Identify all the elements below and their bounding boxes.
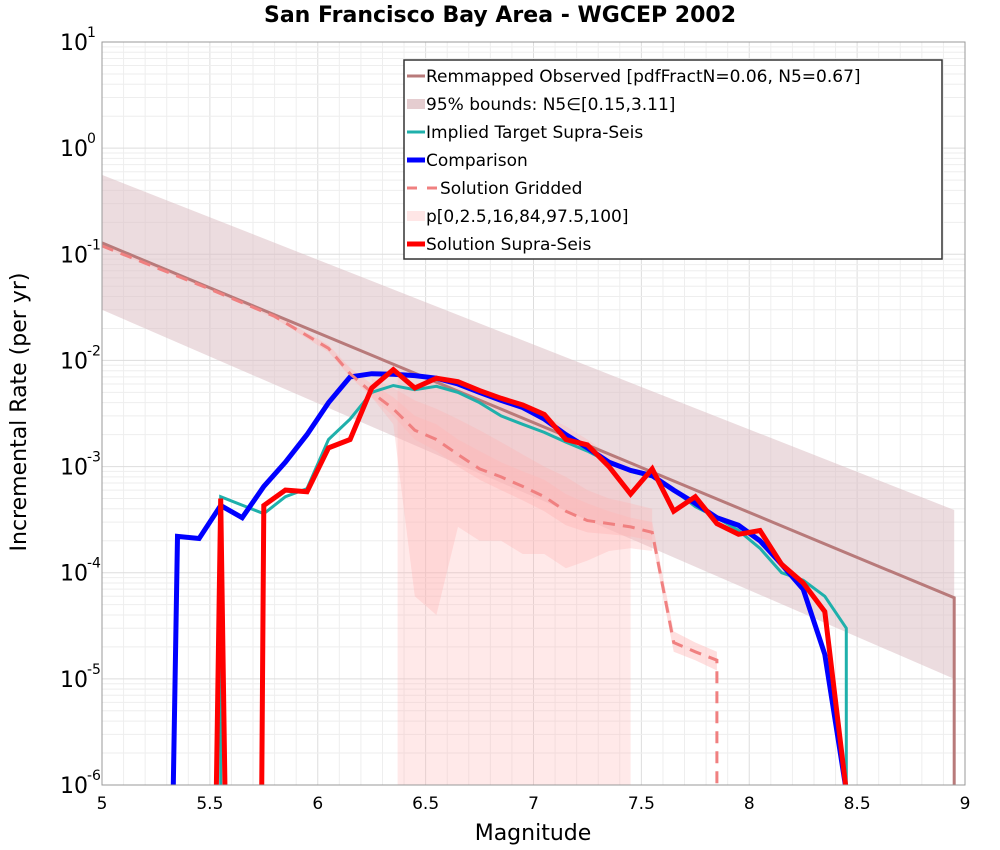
x-tick-label: 6 xyxy=(312,794,323,814)
series-line-2 xyxy=(219,383,848,785)
legend-swatch xyxy=(407,211,425,221)
legend: Remmapped Observed [pdfFractN=0.06, N5=0… xyxy=(403,59,943,260)
legend-label: 95% bounds: N5∈[0.15,3.11] xyxy=(426,95,675,115)
y-tick-exponent: -3 xyxy=(87,450,101,466)
x-tick-label: 8 xyxy=(744,794,755,814)
x-tick-label: 9 xyxy=(960,794,971,814)
y-axis-label: Incremental Rate (per yr) xyxy=(7,273,32,552)
y-tick-label: 10 xyxy=(60,774,88,799)
series-band-6 xyxy=(371,378,653,615)
y-tick-label: 10 xyxy=(60,456,88,481)
y-tick-exponent: -2 xyxy=(87,343,101,359)
series-band-5 xyxy=(397,376,631,785)
plot-frame xyxy=(101,41,966,786)
legend-label: p[0,2.5,16,84,97.5,100] xyxy=(426,207,629,227)
chart-title: San Francisco Bay Area - WGCEP 2002 xyxy=(264,3,736,28)
y-tick-label: 10 xyxy=(60,137,88,162)
x-tick-label: 5.5 xyxy=(196,794,223,814)
y-tick-exponent: -5 xyxy=(87,662,101,678)
x-axis-label: Magnitude xyxy=(475,821,592,846)
y-tick-label: 10 xyxy=(60,243,88,268)
x-tick-label: 7 xyxy=(528,794,539,814)
series-line-4 xyxy=(102,244,719,785)
legend-label: Implied Target Supra-Seis xyxy=(426,123,643,143)
x-tick-label: 5 xyxy=(97,794,108,814)
y-tick-label: 10 xyxy=(60,349,88,374)
x-tick-label: 7.5 xyxy=(628,794,655,814)
legend-box xyxy=(403,59,943,260)
series-line-8 xyxy=(213,366,849,785)
x-tick-label: 6.5 xyxy=(412,794,439,814)
legend-label: Solution Supra-Seis xyxy=(426,235,592,255)
y-tick-label: 10 xyxy=(60,668,88,693)
y-tick-exponent: 1 xyxy=(87,25,96,41)
legend-label: Remmapped Observed [pdfFractN=0.06, N5=0… xyxy=(426,67,861,87)
line-layer xyxy=(102,241,956,785)
y-tick-exponent: -4 xyxy=(87,556,101,572)
x-axis-ticks: 5 5.5 6 6.5 7 7.5 8 8.5 9 xyxy=(97,794,971,814)
x-tick-label: 8.5 xyxy=(844,794,871,814)
legend-label: Solution Gridded xyxy=(440,179,582,199)
y-tick-label: 10 xyxy=(60,31,88,56)
legend-label: Comparison xyxy=(426,151,528,171)
y-tick-exponent: 0 xyxy=(87,131,96,147)
series-line-0 xyxy=(102,241,956,785)
y-tick-exponent: -6 xyxy=(87,768,101,784)
y-tick-label: 10 xyxy=(60,562,88,587)
legend-swatch xyxy=(407,99,425,109)
y-tick-exponent: -1 xyxy=(87,237,101,253)
